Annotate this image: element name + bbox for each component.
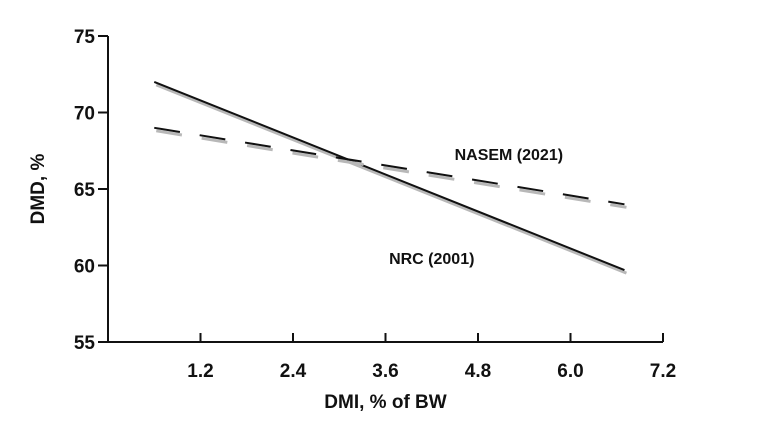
x-tick-label-1-2: 1.2 xyxy=(187,361,213,382)
y-tick-label-55: 55 xyxy=(74,333,96,354)
y-tick-label-75: 75 xyxy=(74,27,96,48)
series-line-nasem-2021 xyxy=(154,126,625,206)
x-axis-ticks: 1.2 2.4 3.6 4.8 6.0 7.2 xyxy=(187,333,676,382)
x-tick-label-4-8: 4.8 xyxy=(465,361,491,382)
series-shadow-nasem-2021 xyxy=(156,129,627,209)
y-axis-title: DMD, % xyxy=(28,154,49,225)
series-shadow-nrc-2001 xyxy=(155,83,628,275)
x-tick-label-2-4: 2.4 xyxy=(280,361,307,382)
series-label-nasem-2021: NASEM (2021) xyxy=(455,147,563,164)
y-tick-label-60: 60 xyxy=(74,257,95,278)
series-labels: NASEM (2021) NRC (2001) xyxy=(389,147,563,268)
x-axis-title: DMI, % of BW xyxy=(324,392,446,413)
axes xyxy=(107,36,663,343)
series-line-nrc-2001 xyxy=(153,80,625,272)
y-axis-ticks: 55 60 65 70 75 xyxy=(74,27,108,354)
y-tick-label-65: 65 xyxy=(74,180,96,201)
y-tick-label-70: 70 xyxy=(74,104,95,125)
x-tick-label-3-6: 3.6 xyxy=(372,361,398,382)
x-tick-label-7-2: 7.2 xyxy=(650,361,676,382)
x-tick-label-6-0: 6.0 xyxy=(557,361,583,382)
series-lines xyxy=(153,80,628,275)
series-label-nrc-2001: NRC (2001) xyxy=(389,251,474,268)
